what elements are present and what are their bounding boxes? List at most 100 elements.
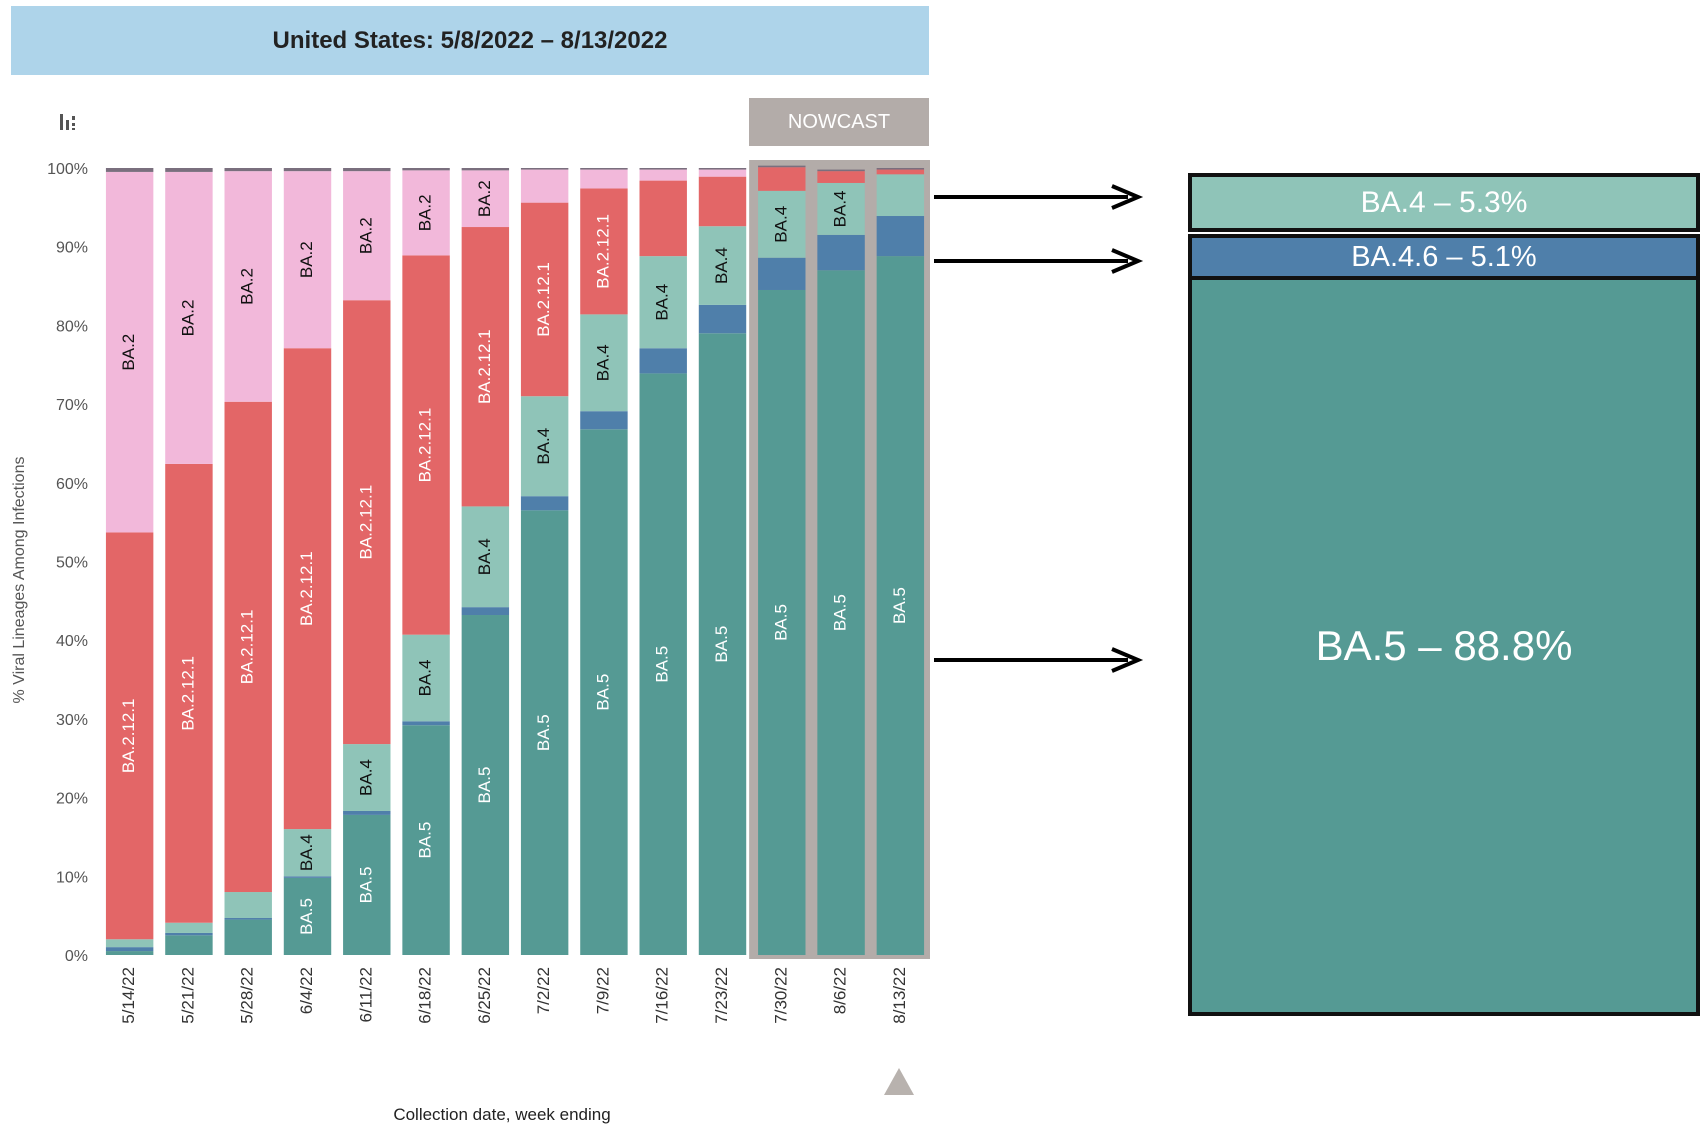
bar-segment-ba-4 — [105, 939, 154, 948]
bar-segment-ba-4 — [343, 744, 391, 811]
bar-data-label: BA.2 — [475, 180, 494, 217]
bar-data-label: BA.5 — [475, 767, 494, 804]
y-tick-label: 50% — [56, 555, 88, 572]
bar-segment-ba-4-6 — [580, 411, 628, 430]
bar-chart-icon[interactable] — [58, 110, 82, 134]
bar-segment-ba-2 — [165, 171, 213, 464]
x-tick-label: 7/23/22 — [712, 967, 731, 1024]
bar-segment-ba-4-6 — [105, 947, 154, 952]
bar-segment-ba-2 — [580, 169, 628, 189]
bar-data-label: BA.2.12.1 — [356, 485, 375, 560]
bar-segment-other — [758, 165, 806, 168]
x-tick-label: 7/16/22 — [653, 967, 672, 1024]
bar-segment-ba-5 — [758, 289, 806, 955]
bar-data-label: BA.2 — [416, 194, 435, 231]
bar-data-label: BA.4 — [416, 660, 435, 697]
bar-segment-ba-2-12-1 — [224, 401, 272, 893]
bar-segment-other — [343, 168, 391, 172]
bar-segment-other — [283, 168, 332, 172]
bar-segment-other — [224, 168, 272, 172]
bar-segment-ba-4-6 — [402, 721, 450, 726]
bar-data-label: BA.5 — [297, 898, 316, 935]
bar-data-label: BA.2.12.1 — [534, 262, 553, 337]
bar-data-label: BA.4 — [297, 834, 316, 871]
bar-segment-ba-5 — [224, 919, 272, 955]
y-tick-label: 20% — [56, 791, 88, 808]
bar-segment-other — [817, 169, 865, 172]
bar-segment-ba-4 — [817, 182, 865, 235]
bar-segment-ba-2 — [402, 170, 450, 256]
bar-segment-ba-4-6 — [520, 496, 569, 511]
bar-data-label: BA.2.12.1 — [178, 656, 197, 731]
bar-segment-ba-5 — [461, 615, 510, 955]
x-tick-label: 5/14/22 — [119, 967, 138, 1024]
bar-segment-ba-2-12-1 — [639, 180, 687, 257]
bar-segment-ba-4-6 — [876, 216, 925, 257]
callout-ba5: BA.5 – 88.8% — [1188, 276, 1700, 1016]
bar-segment-ba-5 — [402, 725, 450, 955]
y-tick-label: 30% — [56, 712, 88, 729]
bar-segment-ba-4-6 — [817, 234, 865, 271]
bar-segment-other — [698, 168, 747, 170]
bar-segment-ba-2 — [283, 171, 332, 349]
bar-segment-other — [580, 168, 628, 170]
bar-segment-ba-2-12-1 — [402, 255, 450, 635]
bar-segment-other — [876, 168, 925, 170]
y-tick-label: 100% — [47, 161, 88, 178]
arrow-head — [1111, 248, 1144, 274]
bar-segment-other — [402, 168, 450, 171]
y-tick-label: 70% — [56, 397, 88, 414]
x-tick-label: 6/11/22 — [356, 967, 375, 1022]
y-tick-label: 60% — [56, 476, 88, 493]
bar-data-label: BA.2 — [119, 334, 138, 371]
bar-data-label: BA.5 — [416, 822, 435, 859]
x-tick-label: 7/9/22 — [593, 967, 612, 1014]
bar-data-label: BA.4 — [712, 247, 731, 284]
x-tick-label: 8/6/22 — [831, 967, 850, 1014]
bar-segment-ba-2 — [698, 169, 747, 177]
bar-segment-ba-4-6 — [165, 932, 213, 936]
bar-segment-ba-4-6 — [758, 257, 806, 290]
bar-segment-ba-5 — [639, 373, 687, 956]
bar-segment-ba-4 — [876, 174, 925, 217]
arrow-head — [1111, 184, 1144, 210]
x-tick-label: 7/2/22 — [534, 967, 553, 1014]
bar-data-label: BA.5 — [356, 867, 375, 904]
bar-segment-ba-4 — [580, 314, 628, 412]
bar-segment-ba-2-12-1 — [698, 176, 747, 227]
bar-data-label: BA.5 — [534, 714, 553, 751]
chart-title: United States: 5/8/2022 – 8/13/2022 — [272, 26, 668, 54]
bar-segment-other — [520, 168, 569, 170]
bar-segment-ba-4-6 — [224, 918, 272, 920]
bar-segment-ba-4-6 — [461, 607, 510, 616]
x-tick-label: 5/28/22 — [238, 967, 257, 1024]
y-tick-label: 10% — [56, 869, 88, 886]
y-axis-label: % Viral Lineages Among Infections — [11, 456, 28, 704]
bar-segment-ba-4 — [283, 829, 332, 877]
bar-data-label: BA.2.12.1 — [416, 408, 435, 483]
bar-data-label: BA.5 — [890, 587, 909, 624]
x-tick-label: 6/25/22 — [475, 967, 494, 1024]
x-tick-label: 6/4/22 — [297, 967, 316, 1014]
bar-segment-ba-2-12-1 — [817, 171, 865, 183]
bar-segment-other — [165, 168, 213, 172]
bar-segment-ba-4 — [402, 634, 450, 722]
callout-ba46: BA.4.6 – 5.1% — [1188, 234, 1700, 280]
bar-data-label: BA.2 — [178, 299, 197, 336]
bar-data-label: BA.5 — [593, 674, 612, 711]
bar-segment-ba-4 — [165, 922, 213, 933]
bar-segment-ba-5 — [698, 333, 747, 955]
nowcast-label[interactable]: NOWCAST — [749, 98, 929, 146]
bar-data-label: BA.4 — [534, 428, 553, 465]
bar-segment-ba-5 — [817, 270, 865, 955]
bar-segment-ba-2 — [520, 169, 569, 203]
bar-data-label: BA.2.12.1 — [238, 610, 257, 685]
bar-segment-ba-2-12-1 — [580, 188, 628, 315]
x-tick-label: 8/13/22 — [890, 967, 909, 1024]
bar-data-label: BA.5 — [653, 646, 672, 683]
title-bar: United States: 5/8/2022 – 8/13/2022 — [11, 6, 929, 75]
bar-data-label: BA.5 — [712, 626, 731, 663]
x-tick-label: 6/18/22 — [416, 967, 435, 1024]
triangle-up-icon[interactable] — [884, 1068, 914, 1095]
bar-segment-ba-2-12-1 — [343, 300, 391, 745]
